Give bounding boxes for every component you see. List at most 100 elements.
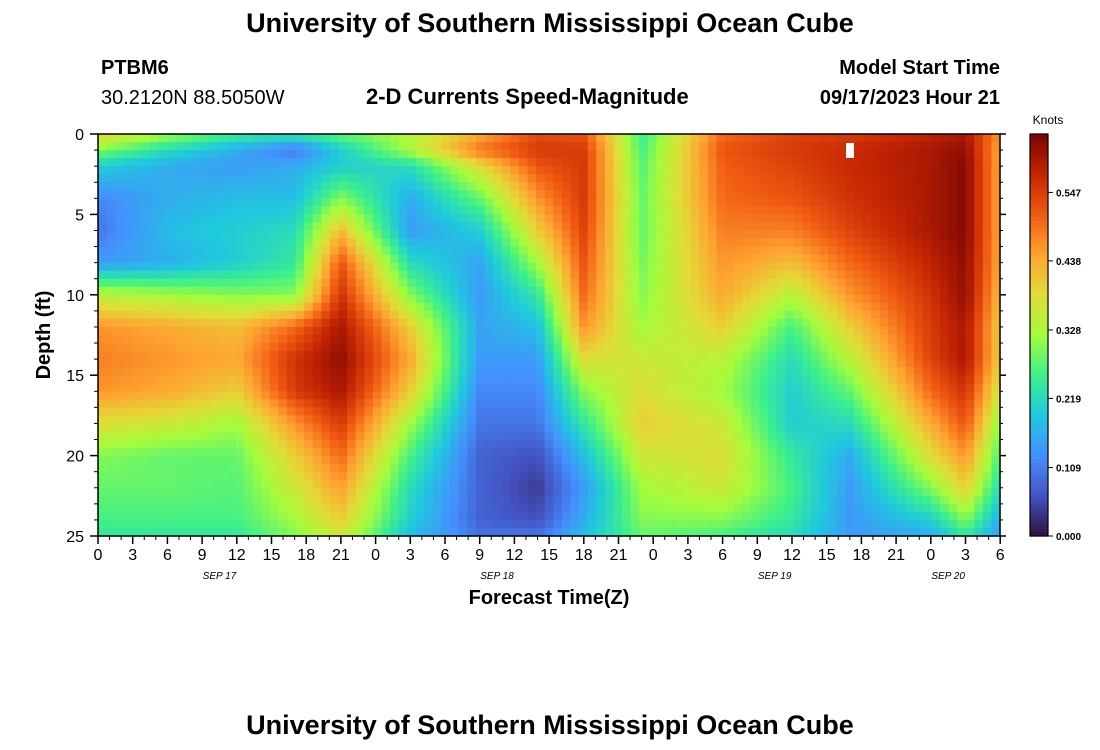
heatmap-cell [347, 471, 357, 481]
heatmap-cell [312, 230, 322, 240]
heatmap-cell [115, 286, 125, 296]
heatmap-cell [458, 190, 468, 199]
heatmap-cell [871, 206, 881, 215]
heatmap-cell [957, 391, 967, 400]
heatmap-cell [536, 286, 546, 296]
heatmap-cell [433, 302, 443, 312]
heatmap-cell [664, 351, 675, 360]
heatmap-cell [828, 318, 838, 328]
heatmap-cell [295, 359, 305, 368]
heatmap-cell [518, 359, 529, 368]
heatmap-cell [278, 455, 288, 465]
heatmap-cell [158, 511, 168, 521]
heatmap-cell [828, 359, 838, 368]
heatmap-cell [725, 479, 735, 489]
heatmap-cell [441, 302, 451, 312]
heatmap-cell [896, 286, 907, 296]
heatmap-cell [484, 431, 494, 441]
heatmap-cell [639, 222, 649, 232]
heatmap-cell [811, 439, 821, 449]
heatmap-cell [613, 335, 623, 344]
heatmap-cell [630, 367, 640, 376]
heatmap-cell [579, 351, 589, 360]
heatmap-cell [278, 375, 288, 384]
heatmap-cell [106, 503, 116, 513]
heatmap-cell [750, 310, 761, 320]
heatmap-cell [587, 407, 597, 416]
heatmap-cell [836, 166, 846, 175]
heatmap-cell [407, 294, 417, 304]
heatmap-cell [793, 439, 804, 449]
heatmap-cell [793, 335, 804, 344]
heatmap-cell [613, 415, 623, 425]
heatmap-cell [699, 415, 709, 425]
heatmap-cell [836, 214, 846, 224]
heatmap-cell [372, 166, 383, 175]
heatmap-cell [965, 359, 975, 368]
heatmap-cell [132, 431, 142, 441]
heatmap-cell [965, 423, 975, 433]
heatmap-cell [544, 238, 554, 248]
heatmap-cell [390, 190, 400, 199]
heatmap-cell [570, 134, 580, 143]
heatmap-cell [424, 359, 434, 368]
heatmap-cell [244, 294, 254, 304]
heatmap-cell [785, 503, 795, 513]
heatmap-cell [493, 455, 503, 465]
heatmap-cell [201, 230, 211, 240]
heatmap-cell [484, 439, 494, 449]
heatmap-cell [982, 294, 993, 304]
heatmap-cell [871, 439, 881, 449]
heatmap-cell [450, 262, 460, 272]
heatmap-cell [467, 166, 477, 175]
heatmap-cell [252, 479, 262, 489]
heatmap-cell [149, 399, 159, 408]
heatmap-cell [974, 479, 984, 489]
heatmap-cell [192, 455, 202, 465]
heatmap-cell [888, 383, 898, 392]
heatmap-cell [115, 415, 125, 425]
heatmap-cell [853, 375, 864, 384]
heatmap-cell [750, 343, 761, 352]
heatmap-cell [707, 278, 718, 288]
heatmap-cell [244, 359, 254, 368]
heatmap-cell [355, 487, 365, 497]
heatmap-cell [192, 142, 202, 151]
heatmap-cell [888, 302, 898, 312]
heatmap-cell [682, 415, 692, 425]
heatmap-cell [639, 415, 649, 425]
heatmap-cell [733, 246, 743, 256]
heatmap-cell [166, 182, 176, 191]
heatmap-cell [957, 254, 967, 264]
heatmap-cell [458, 262, 468, 272]
heatmap-cell [467, 375, 477, 384]
heatmap-cell [415, 190, 426, 199]
heatmap-cell [553, 174, 563, 183]
heatmap-cell [896, 463, 907, 473]
heatmap-cell [123, 439, 133, 449]
heatmap-cell [690, 238, 700, 248]
heatmap-cell [656, 487, 666, 497]
heatmap-cell [106, 463, 116, 473]
heatmap-cell [278, 246, 288, 256]
heatmap-cell [957, 294, 967, 304]
heatmap-cell [630, 463, 640, 473]
heatmap-cell [622, 134, 632, 143]
heatmap-cell [656, 174, 666, 183]
heatmap-cell [441, 479, 451, 489]
heatmap-cell [312, 351, 322, 360]
heatmap-cell [218, 326, 228, 336]
heatmap-cell [312, 439, 322, 449]
heatmap-cell [561, 182, 572, 191]
heatmap-cell [596, 302, 606, 312]
heatmap-cell [819, 150, 829, 159]
heatmap-cell [518, 407, 529, 416]
heatmap-cell [639, 326, 649, 336]
heatmap-cell [845, 222, 855, 232]
heatmap-cell [888, 335, 898, 344]
heatmap-cell [510, 150, 520, 159]
heatmap-cell [158, 182, 168, 191]
heatmap-cell [853, 158, 864, 167]
heatmap-cell [716, 487, 726, 497]
heatmap-cell [338, 455, 348, 465]
